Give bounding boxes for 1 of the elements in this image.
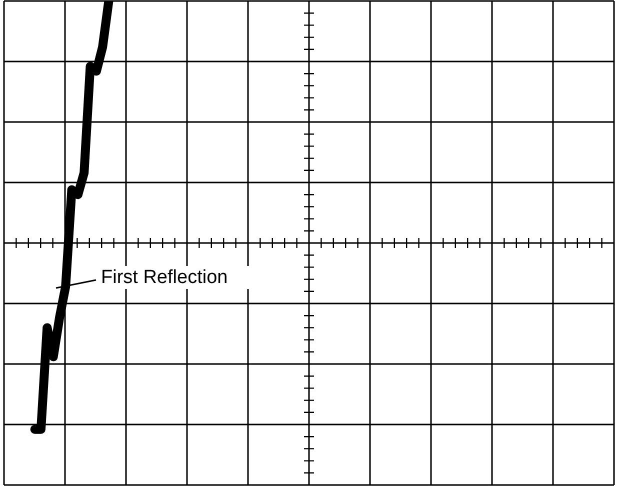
annotation: First Reflection [101, 267, 228, 288]
